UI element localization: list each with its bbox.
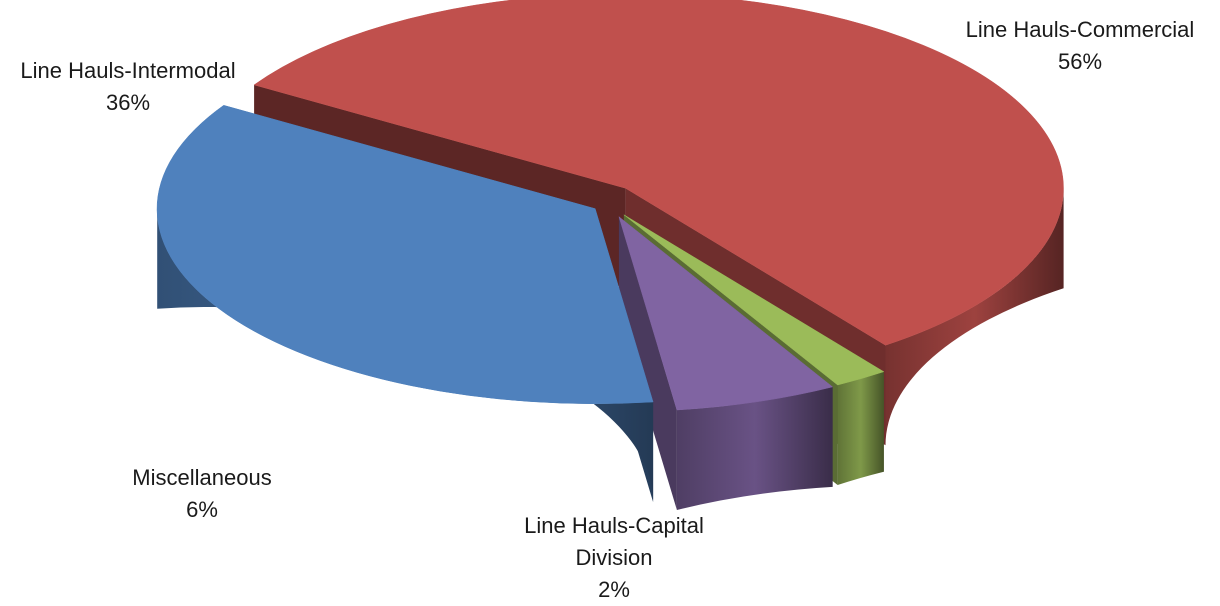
label-miscellaneous: Miscellaneous 6% xyxy=(110,462,294,526)
pie-slice-miscellaneous-wall-end xyxy=(618,216,677,511)
pie-slice-miscellaneous-side xyxy=(676,386,833,510)
pie-slice-commercial-side xyxy=(885,188,1064,446)
label-capital-percent: 2% xyxy=(598,577,630,602)
label-intermodal-percent: 36% xyxy=(105,90,151,115)
pie-slice-commercial xyxy=(253,0,1064,346)
label-miscellaneous-name: Miscellaneous xyxy=(132,465,272,490)
pie-slice-capital-division xyxy=(623,214,885,386)
label-miscellaneous-percent: 6% xyxy=(186,497,218,522)
label-intermodal-name: Line Hauls-Intermodal xyxy=(20,58,236,83)
pie-slice-intermodal xyxy=(156,105,654,404)
pie-top-layer xyxy=(156,0,1064,411)
label-commercial-percent: 56% xyxy=(1057,49,1103,74)
pie-slice-miscellaneous xyxy=(618,216,834,411)
label-capital-division: Line Hauls-Capital Division 2% xyxy=(494,510,734,606)
pie-slice-capital-division-side xyxy=(837,371,884,485)
label-commercial-name: Line Hauls-Commercial xyxy=(965,17,1195,42)
label-commercial: Line Hauls-Commercial 56% xyxy=(930,14,1220,78)
label-intermodal: Line Hauls-Intermodal 36% xyxy=(0,55,256,119)
label-capital-name-line2: Division xyxy=(575,545,653,570)
label-capital-name-line1: Line Hauls-Capital xyxy=(524,513,704,538)
